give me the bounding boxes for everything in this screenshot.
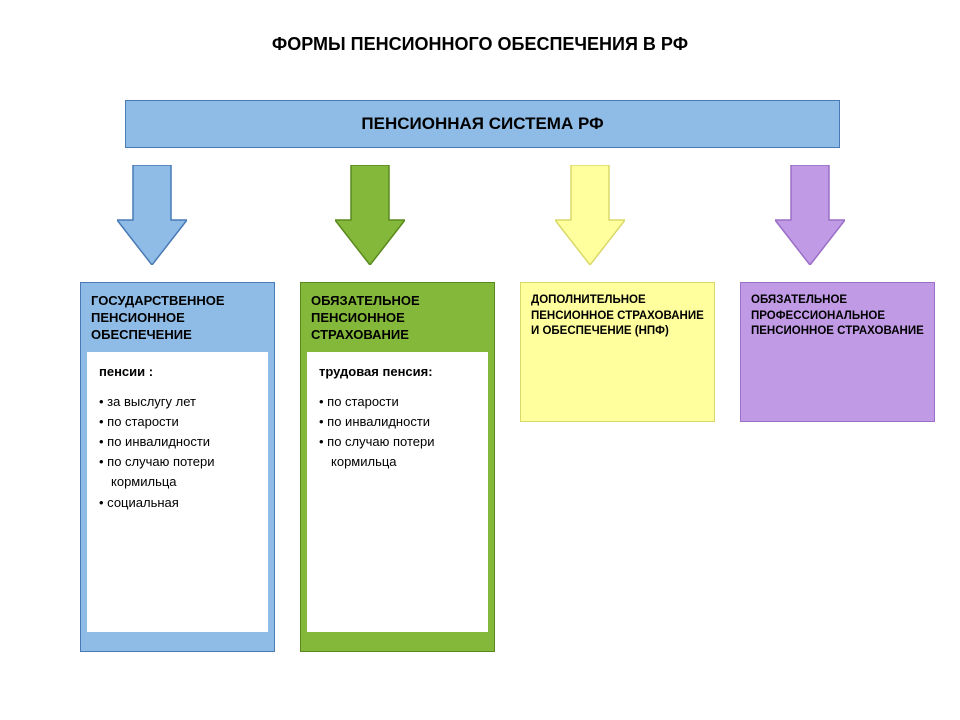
list-item: социальная bbox=[99, 493, 258, 513]
column-header-0: ГОСУДАРСТВЕННОЕ ПЕНСИОННОЕ ОБЕСПЕЧЕНИЕ bbox=[81, 283, 274, 352]
column-0: ГОСУДАРСТВЕННОЕ ПЕНСИОННОЕ ОБЕСПЕЧЕНИЕпе… bbox=[80, 282, 275, 652]
list-item: по случаю потери кормильца bbox=[99, 452, 258, 492]
column-inner-1: трудовая пенсия: по старостипо инвалиднос… bbox=[307, 352, 488, 632]
list-item: по инвалидности bbox=[319, 412, 478, 432]
column-2: ДОПОЛНИТЕЛЬНОЕ ПЕНСИОННОЕ СТРАХОВАНИЕ И … bbox=[520, 282, 715, 422]
arrow-3 bbox=[775, 165, 845, 265]
column-3: ОБЯЗАТЕЛЬНОЕ ПРОФЕССИОНАЛЬНОЕ ПЕНСИОННОЕ… bbox=[740, 282, 935, 422]
page-title: ФОРМЫ ПЕНСИОННОГО ОБЕСПЕЧЕНИЯ В РФ bbox=[0, 34, 960, 55]
list-item: за выслугу лет bbox=[99, 392, 258, 412]
column-inner-lead-1: трудовая пенсия: bbox=[319, 362, 478, 382]
column-header-3: ОБЯЗАТЕЛЬНОЕ ПРОФЕССИОНАЛЬНОЕ ПЕНСИОННОЕ… bbox=[741, 283, 934, 348]
column-header-2: ДОПОЛНИТЕЛЬНОЕ ПЕНСИОННОЕ СТРАХОВАНИЕ И … bbox=[521, 283, 714, 348]
list-item: по старости bbox=[99, 412, 258, 432]
arrow-0 bbox=[117, 165, 187, 265]
list-item: по инвалидности bbox=[99, 432, 258, 452]
list-item: по случаю потери кормильца bbox=[319, 432, 478, 472]
arrow-1 bbox=[335, 165, 405, 265]
column-inner-lead-0: пенсии : bbox=[99, 362, 258, 382]
column-inner-list-0: за выслугу летпо старостипо инвалидности… bbox=[99, 392, 258, 513]
column-header-1: ОБЯЗАТЕЛЬНОЕ ПЕНСИОННОЕ СТРАХОВАНИЕ bbox=[301, 283, 494, 352]
top-box: ПЕНСИОННАЯ СИСТЕМА РФ bbox=[125, 100, 840, 148]
arrow-2 bbox=[555, 165, 625, 265]
column-inner-0: пенсии : за выслугу летпо старостипо инва… bbox=[87, 352, 268, 632]
column-inner-list-1: по старостипо инвалидностипо случаю поте… bbox=[319, 392, 478, 473]
column-1: ОБЯЗАТЕЛЬНОЕ ПЕНСИОННОЕ СТРАХОВАНИЕтрудо… bbox=[300, 282, 495, 652]
top-box-label: ПЕНСИОННАЯ СИСТЕМА РФ bbox=[361, 114, 603, 134]
list-item: по старости bbox=[319, 392, 478, 412]
